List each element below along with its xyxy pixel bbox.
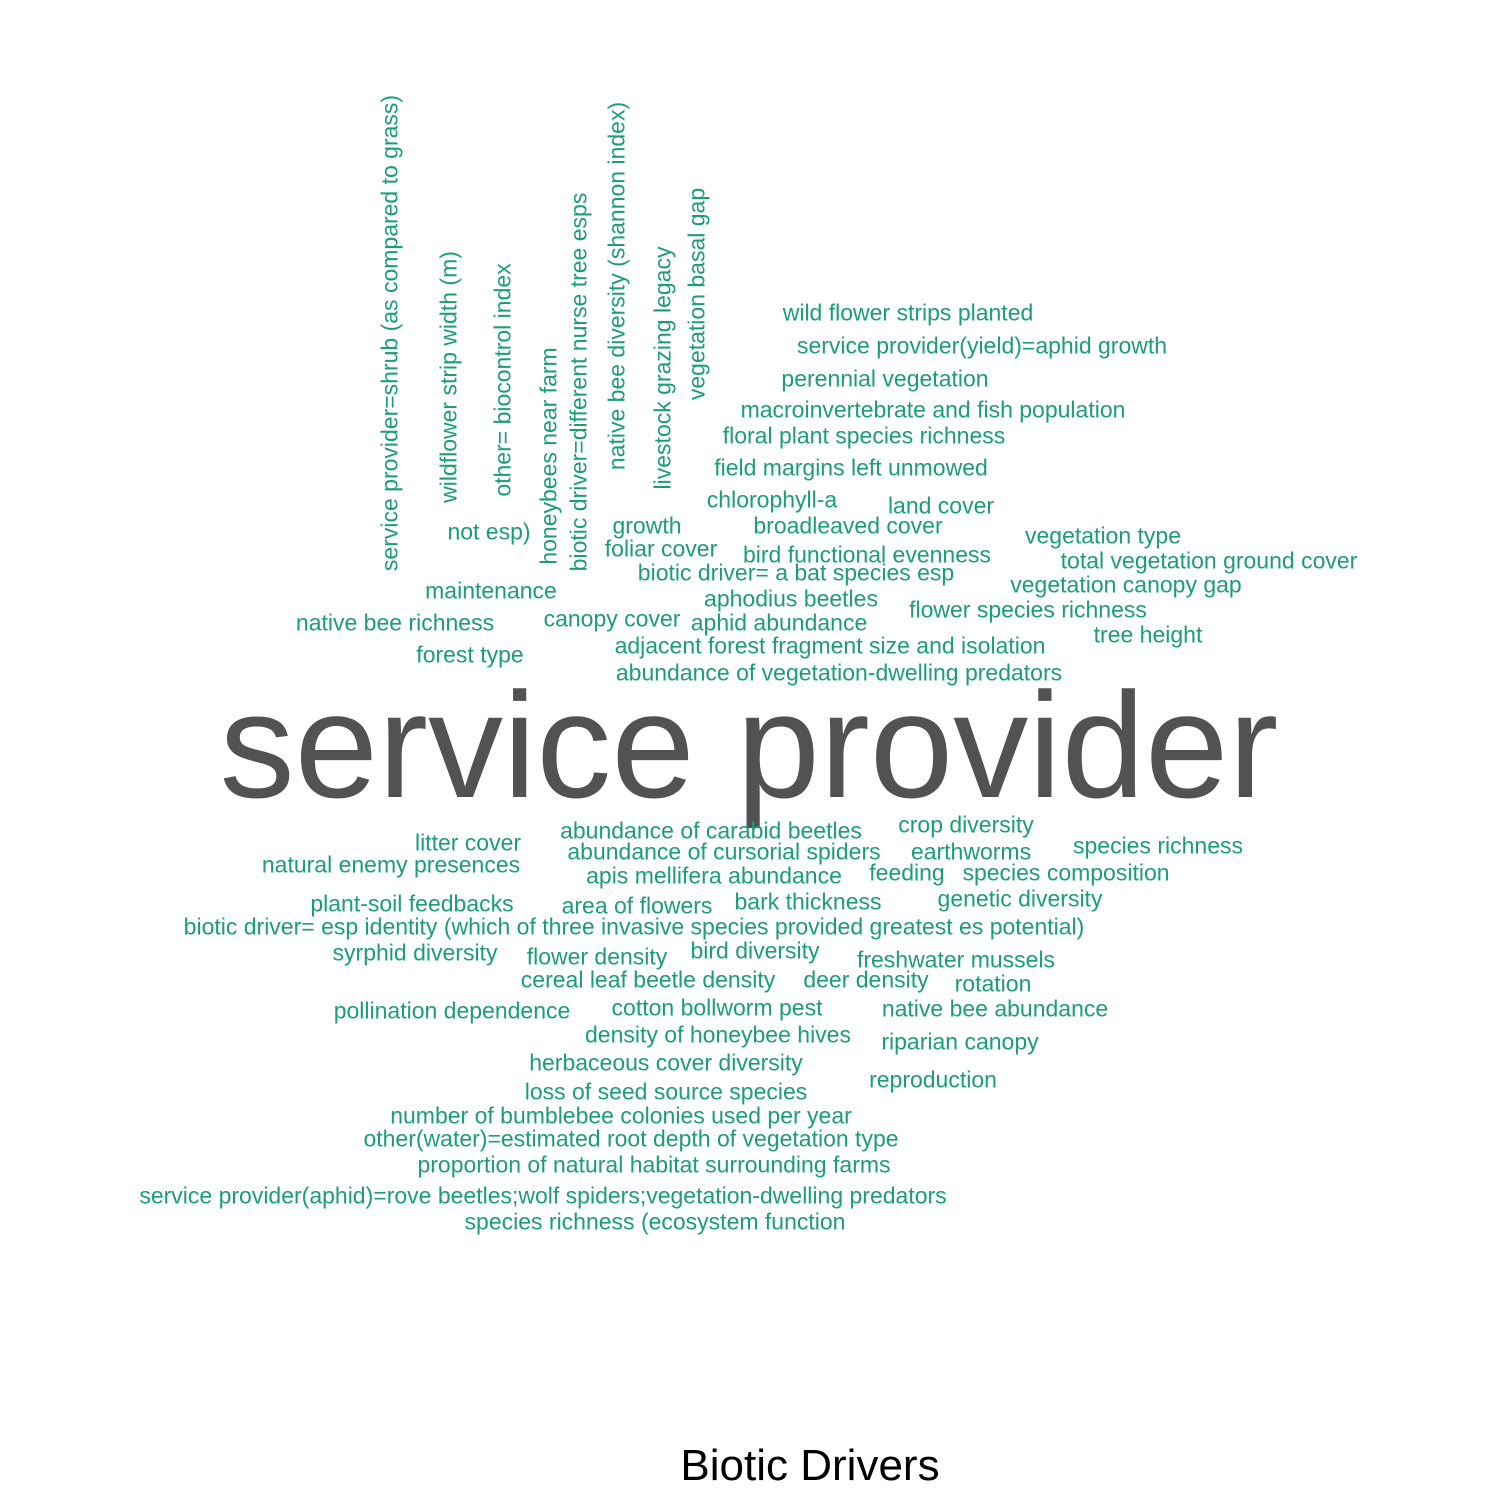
word: wild flower strips planted [782,299,1034,326]
word: proportion of natural habitat surroundin… [417,1151,891,1178]
word: service provider(aphid)=rove beetles;wol… [139,1182,947,1209]
word: syrphid diversity [332,939,498,966]
word: service provider(yield)=aphid growth [796,332,1168,359]
word-vertical: livestock grazing legacy [649,246,676,490]
word: area of flowers [561,892,713,919]
word: herbaceous cover diversity [529,1049,803,1076]
word: not esp) [447,518,531,545]
word: crop diversity [898,811,1034,838]
word: loss of seed source species [524,1078,808,1105]
word: feeding [869,859,945,886]
word: total vegetation ground cover [1060,547,1358,574]
word-large: service provider [219,661,1279,829]
word: foliar cover [604,535,718,562]
word: litter cover [414,829,522,856]
word: flower density [526,943,668,970]
word: earthworms [910,838,1032,865]
word-vertical: honeybees near farm [535,347,562,565]
word: species composition [962,859,1170,886]
word: abundance of carabid beetles [560,817,862,844]
word: native bee abundance [881,995,1109,1022]
word: pollination dependence [333,997,571,1024]
word: species richness [1072,832,1244,859]
word: plant-soil feedbacks [310,890,514,917]
word: biotic driver= esp identity (which of th… [183,913,1085,940]
word-vertical: other= biocontrol index [489,263,516,497]
word: bark thickness [734,888,882,915]
word: land cover [887,492,995,519]
word: density of honeybee hives [585,1021,851,1048]
word: canopy cover [543,605,681,632]
word: flower species richness [909,596,1147,623]
word: riparian canopy [881,1028,1039,1055]
word: abundance of vegetation-dwelling predato… [615,659,1063,686]
word: aphid abundance [690,609,868,636]
word: maintenance [425,577,557,604]
word: reproduction [869,1066,997,1093]
word: field margins left unmowed [714,454,988,481]
word: bird functional evenness [742,541,992,568]
word: species richness (ecosystem function [464,1208,846,1235]
word: vegetation canopy gap [1010,571,1242,598]
word: tree height [1093,621,1203,648]
word: rotation [954,970,1032,997]
word: other(water)=estimated root depth of veg… [363,1125,899,1152]
word: number of bumblebee colonies used per ye… [390,1102,852,1129]
word: genetic diversity [937,885,1103,912]
word: chlorophyll-a [706,486,838,513]
word: aphodius beetles [704,585,878,612]
caption: Biotic Drivers [680,1441,940,1490]
word: natural enemy presences [261,851,521,878]
word: floral plant species richness [722,422,1006,449]
word: adjacent forest fragment size and isolat… [614,632,1046,659]
word-vertical: vegetation basal gap [683,187,710,401]
word-vertical: service provider=shrub (as compared to g… [376,94,403,572]
word: perennial vegetation [781,365,989,392]
word: growth [612,512,682,539]
word: native bee richness [295,609,495,636]
word: abundance of cursorial spiders [567,838,881,865]
word: deer density [803,966,929,993]
word: broadleaved cover [753,512,943,539]
word: cereal leaf beetle density [520,966,776,993]
word-vertical: biotic driver=different nurse tree esps [565,192,592,572]
word: freshwater mussels [856,946,1056,973]
word: apis mellifera abundance [586,862,842,889]
word: cotton bollworm pest [611,994,823,1021]
word: vegetation type [1024,522,1182,549]
word-vertical: wildflower strip width (m) [435,251,462,503]
word: bird diversity [690,937,820,964]
word: biotic driver= a bat species esp [637,559,955,586]
word: forest type [416,641,524,668]
word: macroinvertebrate and fish population [740,396,1126,423]
word-vertical: native bee diversity (shannon index) [603,101,630,471]
